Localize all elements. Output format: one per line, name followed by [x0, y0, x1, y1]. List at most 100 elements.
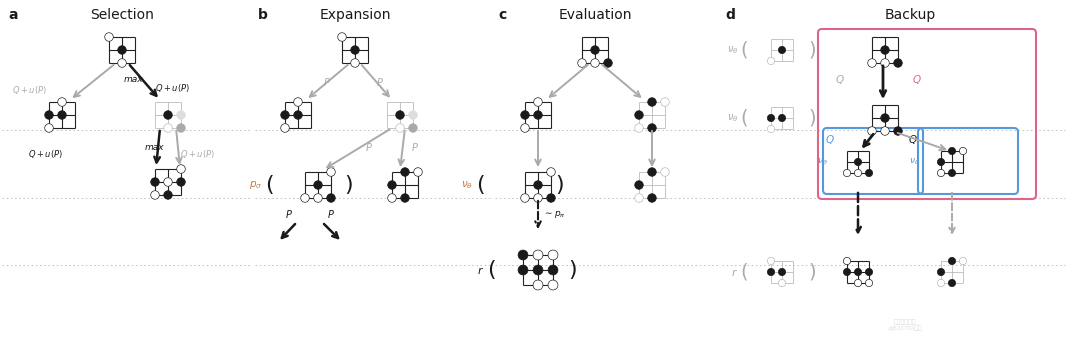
- Text: $Q+u(P)$: $Q+u(P)$: [155, 82, 190, 94]
- Circle shape: [843, 257, 850, 265]
- Text: ): ): [808, 41, 815, 60]
- Text: (: (: [476, 175, 484, 195]
- Text: $\nu_\theta$: $\nu_\theta$: [461, 179, 473, 191]
- Circle shape: [58, 98, 66, 106]
- Circle shape: [648, 124, 656, 132]
- Text: (: (: [740, 262, 748, 281]
- Circle shape: [604, 59, 612, 67]
- Text: P: P: [412, 143, 418, 153]
- Circle shape: [534, 280, 543, 290]
- Circle shape: [534, 194, 542, 202]
- Text: ): ): [555, 175, 563, 195]
- Circle shape: [767, 268, 775, 276]
- Circle shape: [293, 98, 302, 106]
- Text: Selection: Selection: [90, 8, 154, 22]
- Circle shape: [534, 98, 542, 106]
- Circle shape: [58, 111, 66, 119]
- Circle shape: [396, 124, 404, 132]
- Circle shape: [867, 127, 876, 135]
- Circle shape: [767, 114, 775, 122]
- Text: 机器学习社区
@51CTO博客: 机器学习社区 @51CTO博客: [888, 319, 922, 331]
- Text: P: P: [324, 78, 330, 88]
- Circle shape: [778, 268, 785, 276]
- Circle shape: [351, 59, 360, 67]
- Circle shape: [105, 33, 113, 41]
- Circle shape: [177, 111, 186, 119]
- Circle shape: [301, 194, 309, 202]
- Circle shape: [163, 111, 172, 119]
- Circle shape: [949, 257, 956, 265]
- Circle shape: [117, 59, 126, 67]
- Circle shape: [45, 111, 53, 119]
- Circle shape: [949, 147, 956, 155]
- Circle shape: [117, 46, 126, 54]
- Circle shape: [314, 194, 322, 202]
- Circle shape: [519, 265, 528, 275]
- Text: Backup: Backup: [885, 8, 936, 22]
- Text: a: a: [7, 8, 17, 22]
- Text: ): ): [808, 262, 815, 281]
- Circle shape: [591, 59, 600, 67]
- Circle shape: [865, 268, 873, 276]
- Circle shape: [327, 168, 335, 176]
- Text: $Q$: $Q$: [835, 74, 845, 86]
- Circle shape: [880, 127, 889, 135]
- Circle shape: [867, 59, 876, 67]
- Circle shape: [163, 178, 172, 186]
- Text: c: c: [498, 8, 506, 22]
- Circle shape: [938, 279, 944, 287]
- Circle shape: [778, 279, 785, 287]
- Text: $\nu_\theta$: $\nu_\theta$: [727, 112, 738, 124]
- Circle shape: [880, 114, 889, 122]
- Text: ): ): [808, 108, 815, 127]
- Circle shape: [660, 98, 669, 106]
- Circle shape: [635, 194, 643, 202]
- Circle shape: [548, 280, 558, 290]
- Text: $\sim p_\pi$: $\sim p_\pi$: [543, 210, 566, 221]
- Text: ): ): [568, 260, 576, 280]
- Circle shape: [150, 178, 159, 186]
- Circle shape: [591, 46, 600, 54]
- Text: $\nu_\theta$: $\nu_\theta$: [817, 157, 828, 167]
- Circle shape: [894, 59, 903, 67]
- Circle shape: [281, 111, 289, 119]
- Text: $r$: $r$: [477, 265, 484, 275]
- Circle shape: [314, 181, 322, 189]
- Text: $Q$: $Q$: [825, 133, 835, 147]
- Circle shape: [548, 265, 558, 275]
- Circle shape: [387, 194, 396, 202]
- Circle shape: [534, 181, 542, 189]
- Circle shape: [396, 111, 404, 119]
- Circle shape: [767, 125, 775, 133]
- Circle shape: [778, 114, 785, 122]
- Circle shape: [949, 169, 956, 177]
- Circle shape: [534, 265, 543, 275]
- Text: (: (: [265, 175, 273, 195]
- Circle shape: [959, 147, 967, 155]
- Circle shape: [949, 279, 956, 287]
- Circle shape: [843, 169, 850, 177]
- Circle shape: [880, 59, 889, 67]
- Circle shape: [351, 46, 360, 54]
- Circle shape: [177, 124, 186, 132]
- Text: $Q$: $Q$: [908, 133, 918, 147]
- Text: $Q+u(P)$: $Q+u(P)$: [28, 148, 63, 160]
- Circle shape: [45, 124, 53, 132]
- Circle shape: [546, 168, 555, 176]
- Text: ): ): [344, 175, 352, 195]
- Text: Evaluation: Evaluation: [558, 8, 632, 22]
- Circle shape: [546, 194, 555, 202]
- Text: $\nu_\theta$: $\nu_\theta$: [727, 44, 738, 56]
- Text: b: b: [258, 8, 268, 22]
- Text: $r$: $r$: [731, 266, 738, 278]
- Circle shape: [648, 194, 656, 202]
- Circle shape: [648, 98, 656, 106]
- Circle shape: [534, 250, 543, 260]
- Circle shape: [938, 158, 944, 166]
- Text: (: (: [740, 108, 748, 127]
- Circle shape: [959, 257, 967, 265]
- Circle shape: [414, 168, 423, 176]
- Circle shape: [843, 268, 850, 276]
- Text: max: max: [144, 142, 164, 152]
- Circle shape: [163, 124, 172, 132]
